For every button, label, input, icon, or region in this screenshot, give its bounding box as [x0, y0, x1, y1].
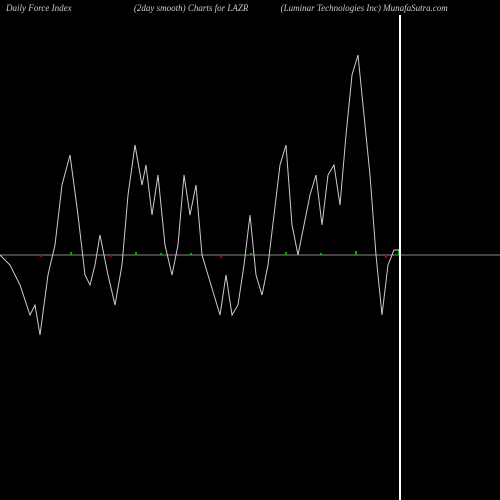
- header-left: Daily Force Index: [6, 3, 72, 13]
- chart-svg: [0, 15, 500, 500]
- header-mid: (2day smooth) Charts for LAZR: [134, 3, 249, 13]
- header-right: (Luminar Technologies Inc) MunafaSutra.c…: [281, 3, 448, 13]
- chart-header: Daily Force Index (2day smooth) Charts f…: [0, 3, 500, 13]
- force-index-chart: [0, 15, 500, 500]
